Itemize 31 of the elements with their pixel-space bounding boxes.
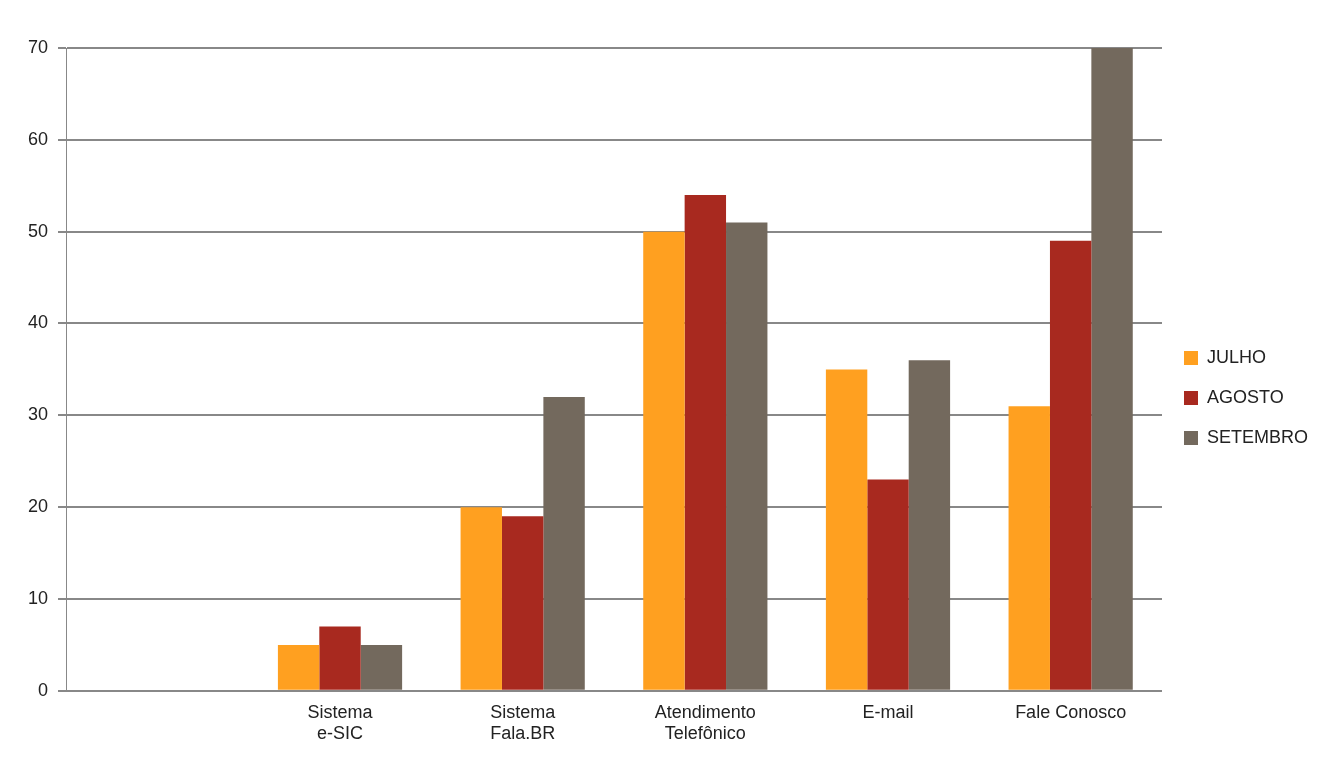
y-tick-label: 20 — [27, 496, 49, 517]
y-tick-label: 0 — [38, 679, 49, 700]
bar — [319, 626, 361, 690]
bar — [908, 360, 951, 690]
x-tick-label: Sistema Fala.BR — [490, 701, 557, 744]
bar — [277, 644, 320, 690]
bar — [360, 644, 403, 690]
bar — [825, 369, 868, 690]
x-tick-label: Fale Conosco — [1015, 701, 1127, 722]
bar — [684, 194, 727, 690]
x-tick-label: Atendimento Telefônico — [654, 701, 756, 744]
bar — [1049, 240, 1092, 690]
bar — [867, 479, 909, 690]
bar — [643, 231, 685, 690]
y-tick-label: 10 — [27, 587, 49, 608]
bar — [726, 222, 768, 690]
bar — [1008, 406, 1050, 690]
y-tick-label: 70 — [27, 36, 49, 57]
bar — [501, 516, 544, 690]
y-tick-label: 60 — [27, 128, 49, 149]
y-tick-label: 40 — [27, 312, 49, 333]
y-tick-label: 50 — [27, 220, 49, 241]
x-tick-label: E-mail — [862, 701, 914, 722]
bar — [543, 396, 585, 690]
y-tick-label: 30 — [27, 404, 49, 425]
legend-label: SETEMBRO — [1206, 426, 1308, 447]
bar — [460, 507, 502, 690]
legend-label: JULHO — [1206, 346, 1266, 367]
x-tick-label: Sistema e-SIC — [307, 701, 374, 744]
legend-label: AGOSTO — [1206, 386, 1284, 407]
bar — [1091, 48, 1133, 690]
